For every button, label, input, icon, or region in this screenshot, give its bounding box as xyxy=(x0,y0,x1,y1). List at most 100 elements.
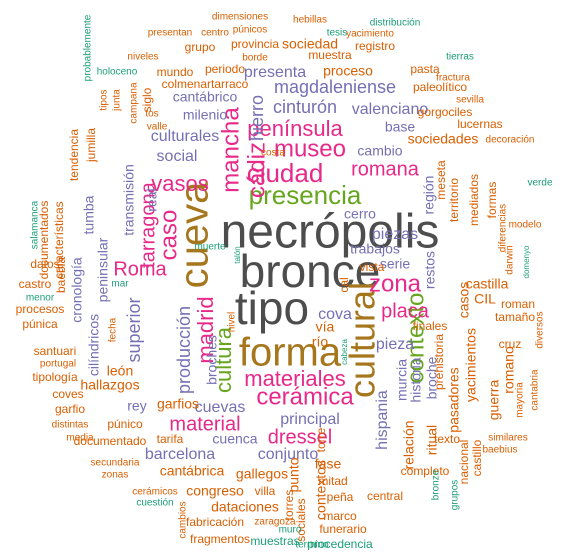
word: documentados xyxy=(37,201,51,280)
word: mediados xyxy=(467,174,481,226)
word: secundaria xyxy=(91,458,140,469)
word: río xyxy=(312,334,329,350)
word: valenciano xyxy=(352,101,429,118)
word: fabricación xyxy=(186,515,244,529)
word: mayoria xyxy=(515,382,526,418)
word: magdaleniense xyxy=(274,77,396,97)
word: fase xyxy=(315,456,342,472)
word: dimensiones xyxy=(212,12,268,23)
word: central xyxy=(367,489,403,503)
word: castilla xyxy=(466,276,509,292)
word: cantabria xyxy=(530,369,541,411)
word: cruz xyxy=(499,337,522,351)
word: placa xyxy=(381,300,430,322)
word: salamanca xyxy=(30,200,41,249)
word: muerte xyxy=(194,242,226,253)
word: holoceno xyxy=(97,67,138,78)
word: cinturón xyxy=(273,97,337,117)
word: principal xyxy=(280,411,340,428)
word: cantábrica xyxy=(160,463,225,479)
word: trabajos xyxy=(350,241,400,257)
word: púnicos xyxy=(233,25,267,36)
word: material xyxy=(169,413,240,435)
word: hierro xyxy=(247,95,267,141)
word: diferencias xyxy=(498,204,509,252)
word: piezas xyxy=(372,226,418,243)
word: cerro xyxy=(344,206,376,222)
word: muro xyxy=(279,525,302,536)
word: fecha xyxy=(108,317,119,342)
word: cádiz xyxy=(243,142,270,198)
word: verde xyxy=(527,178,552,189)
word: media xyxy=(66,433,94,444)
word: gallegos xyxy=(236,466,288,482)
word: funerario xyxy=(319,522,367,536)
word: museo xyxy=(274,135,346,162)
word: hebillas xyxy=(293,15,327,26)
word: contextos xyxy=(313,460,329,520)
word: casos xyxy=(456,282,472,319)
word: peña xyxy=(327,490,354,504)
word: nivel xyxy=(227,312,238,333)
word: superior xyxy=(124,297,144,362)
word: restos xyxy=(422,251,438,289)
word: nacional xyxy=(457,440,471,485)
word: marco xyxy=(323,509,357,523)
word: grupos xyxy=(450,480,461,511)
word: castro xyxy=(19,277,52,291)
word: materiales xyxy=(244,366,345,391)
word: término xyxy=(295,540,329,550)
word: centro xyxy=(201,28,229,39)
word: colmenartarraco xyxy=(162,77,249,91)
word: datos xyxy=(30,257,59,271)
word: presenta xyxy=(244,64,306,81)
word: sociedad xyxy=(282,36,338,52)
word: necrópolis xyxy=(221,206,440,259)
word: completo xyxy=(401,464,450,478)
word: punto xyxy=(286,457,302,492)
word: vasos xyxy=(151,171,208,196)
word: paleolítico xyxy=(413,80,467,94)
word: decoración xyxy=(486,135,535,146)
word: cilíndricos xyxy=(86,314,102,376)
word: periodo xyxy=(205,62,245,76)
word: cuestión xyxy=(136,498,173,509)
word: región xyxy=(421,176,437,215)
word: provincia xyxy=(231,37,279,51)
word: pasta xyxy=(410,62,440,76)
word: portugal xyxy=(40,359,76,370)
word: fragmentos xyxy=(190,532,250,546)
word: tamaño xyxy=(495,310,535,324)
word: costa xyxy=(261,148,285,159)
word: púnica xyxy=(22,317,58,331)
word: ciudad xyxy=(247,158,324,188)
word: caso xyxy=(155,210,182,261)
word: tipología xyxy=(32,370,78,384)
word: rey xyxy=(127,398,146,414)
word: mitad xyxy=(318,474,347,488)
word: sevilla xyxy=(456,95,484,106)
word: cueva xyxy=(173,181,217,288)
word: península xyxy=(247,116,343,141)
word: distribución xyxy=(370,18,421,29)
word: lucernas xyxy=(457,117,502,131)
word: formas xyxy=(485,182,499,219)
word: tesis xyxy=(327,28,348,39)
word: CIL xyxy=(474,291,496,307)
word: documentado xyxy=(74,434,147,448)
word: torres xyxy=(282,490,296,521)
word: cambios xyxy=(178,501,189,538)
word: características xyxy=(52,201,66,278)
word: junta xyxy=(112,89,123,112)
word: tierras xyxy=(446,52,474,63)
word: romana xyxy=(351,158,420,180)
word: baebia xyxy=(54,257,68,293)
word: cultura xyxy=(211,326,236,393)
word: Roma xyxy=(113,258,167,280)
word: dressel xyxy=(268,426,332,448)
word: zonas xyxy=(102,470,129,481)
word: grupo xyxy=(185,40,216,54)
word: diversos xyxy=(535,311,546,348)
word: forma xyxy=(239,331,342,375)
word: presentan xyxy=(148,28,192,39)
